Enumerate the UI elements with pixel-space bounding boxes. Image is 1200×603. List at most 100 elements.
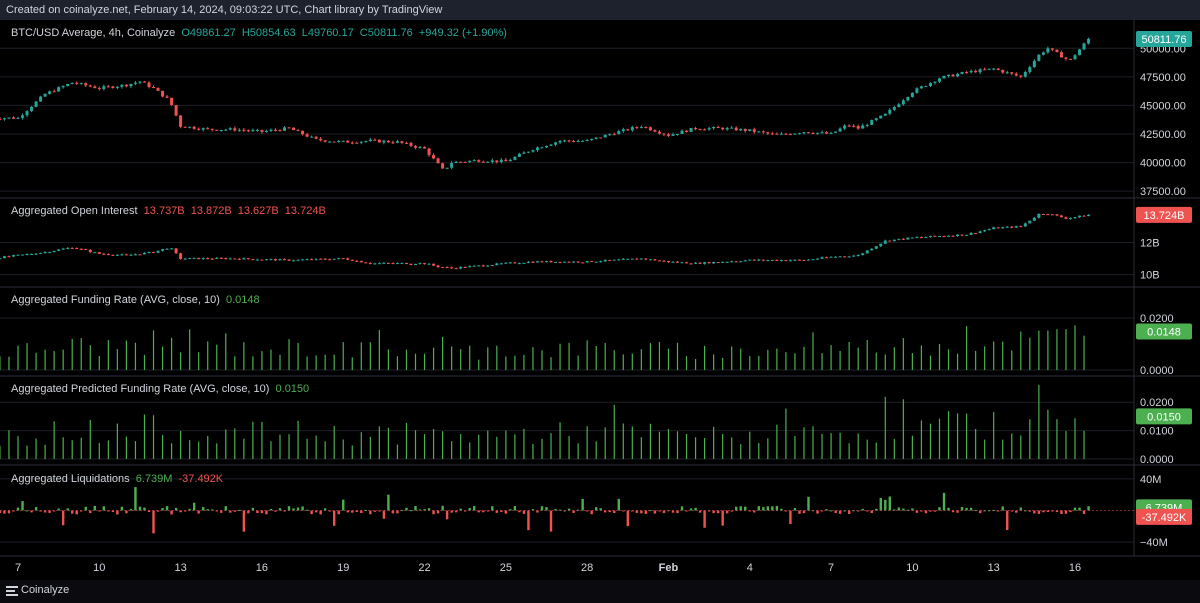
oi-candle <box>1032 217 1036 221</box>
oi-candle <box>996 227 1000 229</box>
price-candle <box>535 147 539 151</box>
oi-candle <box>734 261 738 263</box>
liquidation-bar <box>798 510 801 514</box>
oi-candle <box>364 262 368 264</box>
price-candle <box>694 127 698 130</box>
chart-credit: Created on coinalyze.net, February 14, 2… <box>0 0 1200 20</box>
predicted-funding-bar <box>984 439 986 459</box>
funding-last-label: 0.0148 <box>1147 327 1181 339</box>
price-candle <box>34 101 38 107</box>
liquidation-bar <box>960 506 964 511</box>
oi-candle <box>242 258 246 260</box>
liquidation-bar <box>861 508 864 511</box>
funding-bar <box>785 352 787 370</box>
price-candle <box>39 96 43 102</box>
oi-candle <box>133 254 137 256</box>
oi-candle <box>88 249 92 253</box>
predicted-funding-bar <box>442 431 444 459</box>
price-candle <box>201 128 205 130</box>
liquidation-bar <box>947 507 950 511</box>
price-candle <box>965 72 969 74</box>
liquidation-bar <box>310 510 313 515</box>
oi-candle <box>377 263 381 265</box>
oi-low: 13.627B <box>237 205 279 217</box>
liquidation-bar <box>829 510 833 512</box>
liquidation-bar <box>292 508 295 511</box>
oi-candle <box>508 262 512 264</box>
liquidation-bar <box>748 510 751 512</box>
predicted-funding-bar <box>243 438 245 459</box>
predicted-funding-bar <box>975 428 977 459</box>
predicted-funding-bar <box>270 441 272 459</box>
price-candle <box>671 134 675 136</box>
liquidation-bar <box>174 507 178 511</box>
oi-candle <box>301 259 305 261</box>
price-candle <box>260 129 264 132</box>
brand-logo: Coinalyze <box>6 584 69 596</box>
funding-bar <box>198 352 200 370</box>
oi-candle <box>436 265 440 268</box>
oi-title: Aggregated Open Interest <box>11 205 138 217</box>
liquidation-bar <box>775 505 779 511</box>
liquidation-bar <box>626 510 630 527</box>
funding-bar <box>496 345 498 370</box>
predicted-funding-bar <box>378 426 380 459</box>
price-candle <box>61 86 65 88</box>
oi-candle <box>712 262 716 264</box>
liquidation-bar <box>450 510 453 513</box>
funding-bar <box>71 338 73 370</box>
price-candle <box>142 81 146 83</box>
oi-candle <box>545 261 548 263</box>
predicted-funding-bar <box>35 438 37 459</box>
liquidation-bar <box>382 510 386 519</box>
liquidation-bar <box>969 507 973 511</box>
price-candle <box>1087 38 1091 44</box>
y-tick-label: 40M <box>1140 474 1161 486</box>
predicted-funding-bar <box>107 440 109 459</box>
predicted-funding-bar <box>17 436 19 459</box>
funding-bar <box>514 355 516 370</box>
oi-candle <box>156 250 160 253</box>
funding-bar <box>559 343 561 370</box>
liquidation-bar <box>703 510 706 528</box>
funding-bar <box>1011 350 1013 370</box>
funding-bar <box>929 355 932 370</box>
price-candle <box>373 139 377 141</box>
liquidation-bar <box>188 508 191 511</box>
price-candle <box>856 126 860 129</box>
funding-bar <box>975 350 977 370</box>
oi-candle <box>210 258 214 260</box>
oi-candle <box>30 253 34 255</box>
predicted-funding-bar <box>866 439 868 459</box>
funding-bar <box>839 350 841 370</box>
liquidation-bar <box>572 510 575 513</box>
price-candle <box>337 140 341 142</box>
funding-bar <box>938 344 941 370</box>
price-candle <box>350 142 354 144</box>
liquidation-bar <box>89 510 92 514</box>
price-candle <box>1078 49 1082 56</box>
price-candle <box>1005 72 1009 74</box>
liquidation-bar <box>676 510 679 514</box>
predicted-funding-bar <box>613 404 615 459</box>
funding-bar <box>170 337 173 370</box>
liquidation-bar <box>197 510 200 514</box>
liquidation-bar <box>563 510 566 512</box>
funding-last-label-bg <box>1136 323 1192 340</box>
predicted-funding-bar <box>460 433 462 459</box>
oi-candle <box>892 239 896 242</box>
liquidation-bar <box>418 509 422 511</box>
predicted-funding-bar <box>116 423 118 459</box>
liquidation-bar <box>39 510 42 512</box>
price-candle <box>11 117 15 119</box>
oi-candle <box>61 248 65 250</box>
predicted-funding-bar <box>920 420 923 459</box>
price-candle <box>30 106 34 112</box>
price-candle <box>653 130 657 132</box>
liquidation-bar <box>942 492 946 511</box>
liquidation-bar <box>206 509 209 511</box>
chart-area[interactable]: 50000.0047500.0045000.0042500.0040000.00… <box>0 20 1200 580</box>
predicted-funding-bar <box>604 427 606 459</box>
liquidation-bar <box>301 506 304 511</box>
funding-bar <box>794 353 796 370</box>
